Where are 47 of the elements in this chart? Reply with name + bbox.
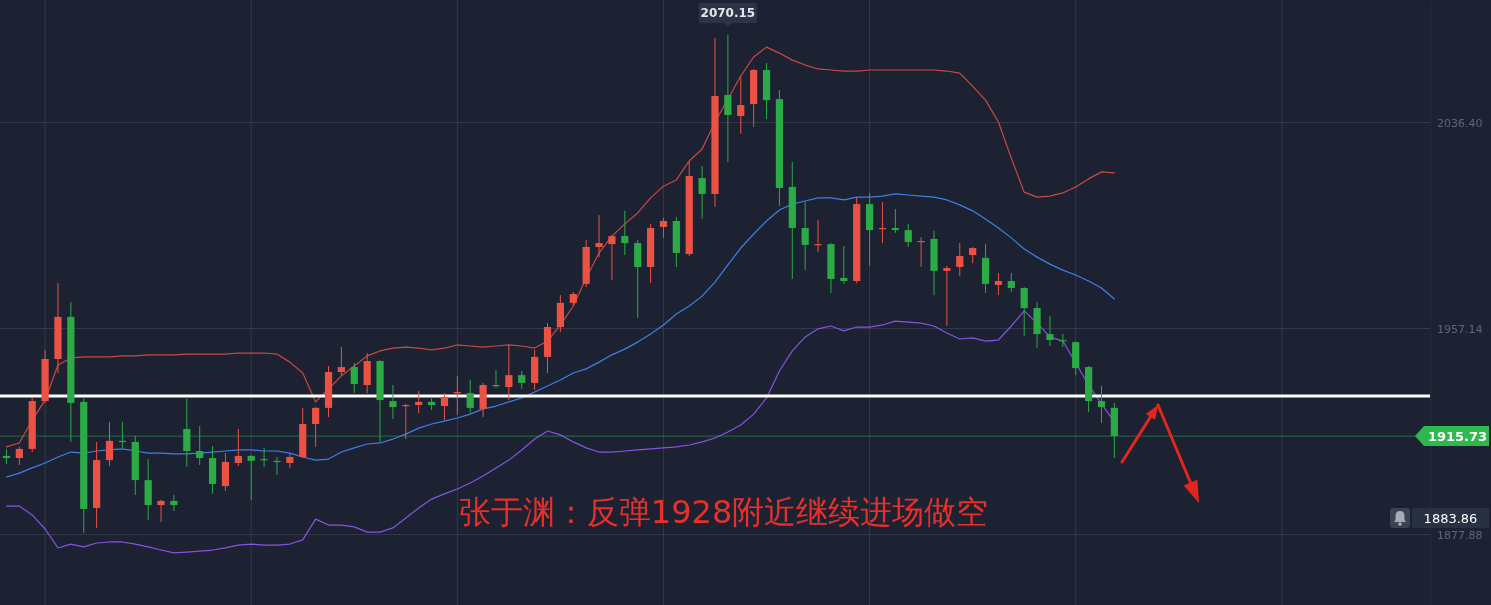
candlestick bbox=[595, 214, 603, 258]
candlestick bbox=[1046, 315, 1054, 347]
candlestick bbox=[157, 499, 165, 523]
candlestick bbox=[350, 362, 358, 394]
candlestick bbox=[956, 242, 964, 277]
annotation: 张于渊：反弹1928附近继续进场做空 bbox=[458, 493, 989, 532]
candlestick bbox=[801, 201, 809, 271]
candlestick bbox=[15, 446, 23, 466]
y-tick-label: 1877.88 bbox=[1437, 528, 1483, 542]
candlestick bbox=[634, 239, 642, 319]
candlestick bbox=[608, 234, 616, 281]
candlestick bbox=[247, 454, 255, 501]
y-tick-label: 2036.40 bbox=[1437, 116, 1483, 130]
candlestick bbox=[440, 392, 449, 421]
annotation: 2070.15 bbox=[700, 6, 756, 21]
candlestick bbox=[183, 396, 191, 468]
candlestick bbox=[312, 406, 320, 448]
candlestick bbox=[698, 165, 706, 220]
y-tick-label: 1957.14 bbox=[1437, 322, 1483, 336]
candlestick bbox=[891, 208, 899, 234]
candlestick bbox=[1020, 286, 1028, 337]
candlestick bbox=[170, 494, 178, 512]
candlestick bbox=[1007, 272, 1015, 293]
candlestick bbox=[505, 344, 513, 401]
candlestick bbox=[479, 382, 487, 418]
candlestick bbox=[363, 352, 371, 394]
candlestick bbox=[234, 428, 242, 467]
text: 1883.86 bbox=[1423, 510, 1478, 526]
candlestick bbox=[621, 210, 629, 256]
candlestick bbox=[466, 379, 474, 414]
candlestick bbox=[389, 384, 397, 420]
candlestick bbox=[196, 425, 204, 466]
line-series bbox=[5, 46, 1115, 448]
candlestick bbox=[286, 452, 294, 469]
line-series bbox=[5, 193, 1115, 478]
candlestick bbox=[724, 34, 732, 163]
candlestick bbox=[337, 346, 345, 377]
candlestick bbox=[737, 76, 745, 135]
candlestick bbox=[840, 245, 848, 285]
candlestick bbox=[105, 421, 114, 467]
candlestick bbox=[994, 272, 1003, 296]
candlestick bbox=[904, 223, 912, 248]
candlestick bbox=[659, 217, 668, 239]
candlestick bbox=[1097, 385, 1106, 424]
candlestick bbox=[415, 390, 423, 414]
candlestick bbox=[943, 265, 951, 327]
ref-line-label: 1915.73 bbox=[1427, 428, 1488, 444]
